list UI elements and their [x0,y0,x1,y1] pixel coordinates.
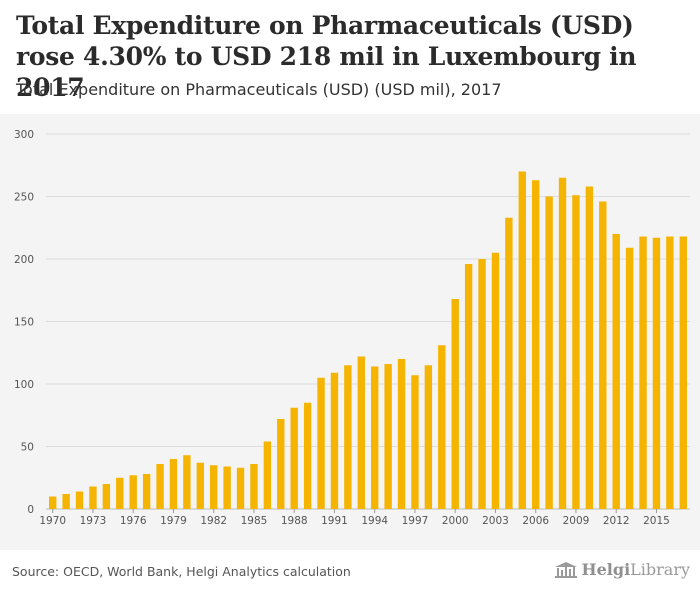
bar [357,356,365,509]
bar [451,299,459,509]
bar [491,252,500,509]
bar [679,236,687,509]
y-tick-label: 200 [14,254,34,266]
x-tick-label: 1979 [160,515,187,527]
x-tick-label: 1982 [200,515,227,527]
bar [62,494,70,509]
helgi-library-logo: HelgiLibrary [554,560,690,579]
footer: Source: OECD, World Bank, Helgi Analytic… [0,550,700,596]
bar [545,196,553,509]
bar [438,345,446,509]
bar [464,264,473,509]
bar [599,201,607,509]
brand-name-bold: Helgi [581,560,631,579]
bar [330,372,339,509]
x-tick-label: 2000 [442,515,469,527]
bar [344,365,352,509]
bar [89,486,97,509]
bar [250,464,258,509]
bar [169,459,178,509]
y-tick-label: 100 [14,379,34,391]
source-note: Source: OECD, World Bank, Helgi Analytic… [12,564,351,579]
bar [210,465,218,509]
x-tick-label: 1970 [39,515,66,527]
x-tick-label: 1991 [321,515,348,527]
bar [505,217,513,509]
bar [129,475,137,509]
bar [384,364,392,509]
x-tick-label: 1994 [361,515,388,527]
bar [156,464,164,509]
bar [142,474,151,509]
bar [290,407,298,509]
bar [424,365,433,509]
bar [371,366,379,509]
bar [518,171,526,509]
bar [666,236,674,509]
y-tick-label: 250 [14,192,34,204]
bar [652,237,661,509]
x-tick-label: 2003 [482,515,509,527]
bar [263,441,272,509]
bar [397,359,406,509]
y-tick-label: 0 [27,504,34,516]
bar [478,259,486,509]
bar [625,247,634,509]
x-tick-label: 2009 [563,515,590,527]
x-tick-label: 2012 [603,515,630,527]
building-icon [554,561,577,578]
x-tick-label: 1988 [281,515,308,527]
y-tick-label: 300 [14,129,34,141]
x-tick-label: 2006 [522,515,549,527]
chart-title: Total Expenditure on Pharmaceuticals (US… [16,11,637,102]
bar [303,402,312,509]
x-tick-label: 1985 [241,515,268,527]
bar [639,236,647,509]
brand-name-rest: Library [630,560,690,579]
bar [558,177,567,509]
bar [102,484,111,509]
bar [612,234,620,509]
bar [585,186,594,509]
x-tick-label: 1976 [120,515,147,527]
bar [223,466,231,509]
bar [75,491,84,509]
bar [116,477,124,509]
y-tick-label: 50 [21,442,34,454]
bar [532,180,540,509]
bar [572,195,580,509]
bar [236,467,245,509]
bar-chart: 0 50 100 150 200 250 300 1970 1973 1976 1979 1982 19… [14,129,690,527]
chart-area: 0 50 100 150 200 250 300 1970 1973 1976 1979 1982 19… [0,114,700,550]
x-tick-label: 2015 [643,515,670,527]
bar [411,375,419,509]
x-tick-label: 1973 [80,515,107,527]
bar [183,455,191,509]
x-tick-label: 1997 [402,515,429,527]
y-tick-label: 150 [14,317,34,329]
bar [196,462,204,509]
chart-subtitle: Total Expenditure on Pharmaceuticals (US… [16,80,502,99]
bar [49,496,57,509]
bar [317,377,325,509]
bar [277,419,285,509]
